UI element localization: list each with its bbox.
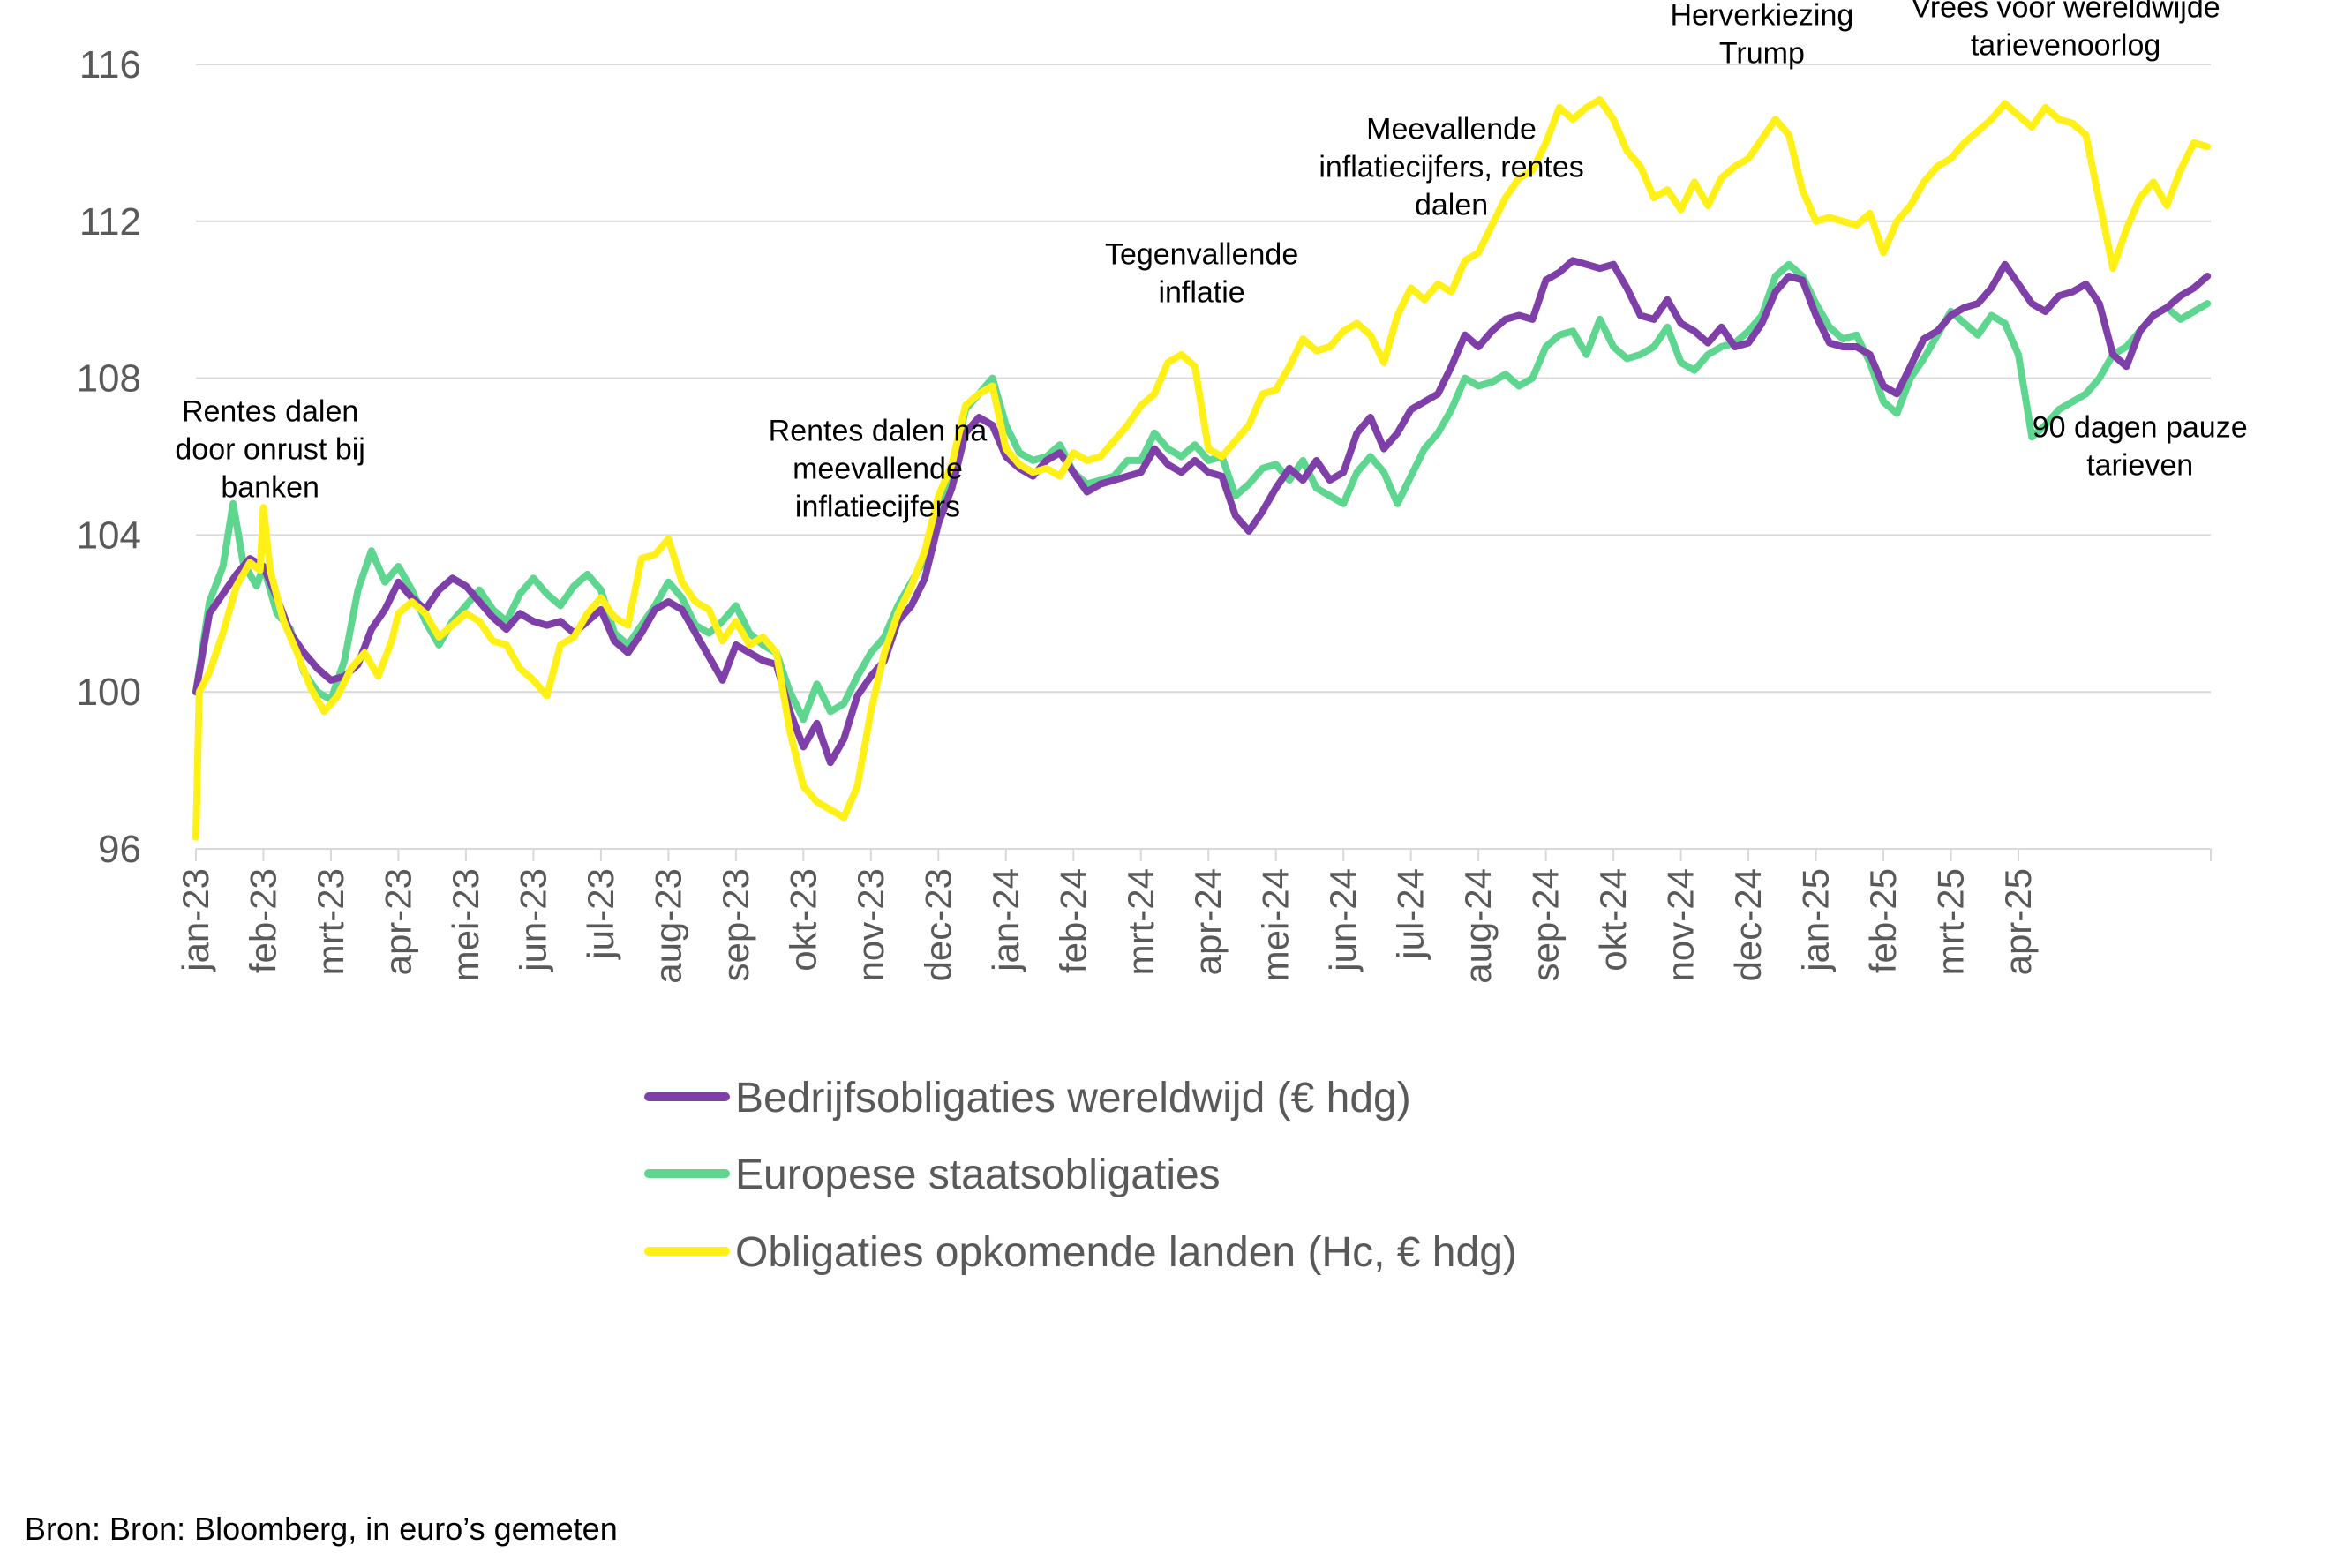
x-tick-label: apr-23 xyxy=(377,868,418,975)
x-tick-label: sep-24 xyxy=(1525,868,1567,981)
annotations: Rentes dalen door onrust bij banken Rentes … xyxy=(175,0,2247,524)
x-tick-label: feb-25 xyxy=(1862,868,1904,973)
annotation-text: Tegenvallende xyxy=(1105,238,1298,272)
x-tick-label: nov-23 xyxy=(850,868,891,981)
x-tick-label: aug-23 xyxy=(647,868,688,984)
y-tick-label: 96 xyxy=(98,828,141,871)
annotation-text: Rentes dalen xyxy=(182,394,358,428)
x-tick-label: mrt-23 xyxy=(310,868,351,975)
x-tick-label: jan-24 xyxy=(985,868,1026,973)
annotation-text: tarievenoorlog xyxy=(1971,29,2160,63)
x-tick-label: okt-24 xyxy=(1592,868,1634,972)
x-tick-label: feb-24 xyxy=(1052,868,1093,973)
series-line-1 xyxy=(192,257,2212,767)
y-tick-label: 116 xyxy=(79,43,141,86)
annotation-text: inflatiecijfers xyxy=(795,491,960,524)
y-tick-label: 108 xyxy=(77,357,141,401)
x-tick-label: apr-25 xyxy=(1997,868,2039,975)
source-note: Bron: Bron: Bloomberg, in euro’s gemeten xyxy=(25,1511,618,1547)
x-tick-label: nov-24 xyxy=(1660,868,1702,981)
y-tick-label: 100 xyxy=(77,671,141,714)
x-tick-label: mrt-25 xyxy=(1930,868,1972,975)
annotation-text: Rentes dalen na xyxy=(769,415,988,448)
annotation-text: 90 dagen pauze xyxy=(2033,410,2248,444)
x-tick-label: jun-24 xyxy=(1322,868,1364,973)
x-tick-label: apr-24 xyxy=(1187,868,1229,975)
annotation-text: inflatie xyxy=(1158,276,1244,310)
x-tick-label: jul-24 xyxy=(1390,868,1431,961)
x-tick-label: mei-24 xyxy=(1255,868,1296,981)
x-tick-label: jan-25 xyxy=(1795,868,1837,973)
annotation-text: Herverkiezing xyxy=(1670,0,1853,33)
annotation-text: meevallende xyxy=(793,453,963,486)
x-axis: jan-23 feb-23 mrt-23 apr-23 mei-23 jun-23 jul-… xyxy=(175,848,2212,984)
series-lines xyxy=(192,96,2212,841)
annotation-text: dalen xyxy=(1415,188,1488,221)
x-tick-label: mei-23 xyxy=(445,868,486,981)
legend: Bedrijfsobligaties wereldwijd (€ hdg) Eur… xyxy=(644,1075,1517,1276)
series-line-2 xyxy=(192,260,2212,724)
y-axis-ticks: 96 100 104 108 112 116 xyxy=(77,43,141,871)
annotation-text: tarieven xyxy=(2086,448,2193,482)
x-tick-label: feb-23 xyxy=(242,868,283,973)
x-tick-label: aug-24 xyxy=(1457,868,1499,984)
annotation-text: Vrees voor wereldwijde xyxy=(1911,0,2220,25)
x-tick-label: okt-23 xyxy=(782,868,823,972)
annotation-text: door onrust bij xyxy=(175,432,364,466)
legend-label: Obligaties opkomende landen (Hc, € hdg) xyxy=(735,1229,1517,1276)
series-line-3 xyxy=(192,96,2212,841)
x-tick-label: jun-23 xyxy=(512,868,553,973)
annotation-text: Trump xyxy=(1719,37,1805,71)
x-tick-label: mrt-24 xyxy=(1120,868,1161,975)
annotation-text: Meevallende xyxy=(1366,112,1537,146)
x-tick-label: dec-23 xyxy=(917,868,958,981)
annotation-text: inflatiecijfers, rentes xyxy=(1319,150,1583,184)
x-tick-label: sep-23 xyxy=(715,868,756,981)
annotation-text: banken xyxy=(221,470,319,504)
x-tick-label: jan-23 xyxy=(175,868,216,973)
y-tick-label: 104 xyxy=(77,514,141,557)
legend-label: Europese staatsobligaties xyxy=(735,1152,1221,1198)
y-tick-label: 112 xyxy=(79,200,141,244)
x-tick-label: jul-23 xyxy=(580,868,621,961)
legend-label: Bedrijfsobligaties wereldwijd (€ hdg) xyxy=(735,1075,1411,1122)
x-tick-label: dec-24 xyxy=(1727,868,1769,981)
